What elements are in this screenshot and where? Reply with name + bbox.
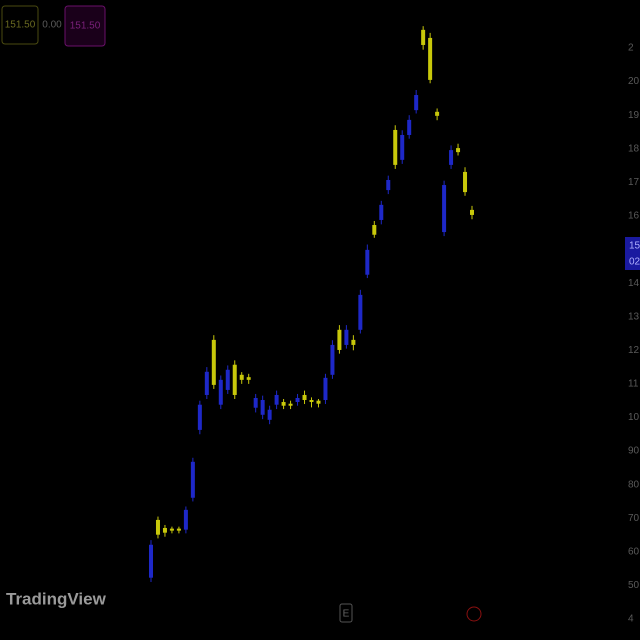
- legend-box: [64, 5, 106, 47]
- y-tick-label: 4: [628, 614, 634, 625]
- event-icon[interactable]: [466, 606, 482, 622]
- y-tick-label: 19: [628, 110, 640, 121]
- legend-value: 0.00: [42, 20, 62, 31]
- logo: TradingView: [6, 589, 107, 608]
- y-tick-label: 70: [628, 513, 640, 524]
- y-tick-label: 12: [628, 345, 640, 356]
- y-tick-label: 16: [628, 211, 640, 222]
- price-tag: [625, 237, 640, 270]
- y-tick-label: 2: [628, 43, 634, 54]
- y-tick-label: 14: [628, 278, 640, 289]
- event-box[interactable]: [339, 603, 353, 623]
- price-tag-text: 15: [629, 241, 640, 252]
- y-tick-label: 17: [628, 177, 640, 188]
- price-tag-text: 02: [629, 257, 640, 268]
- y-tick-label: 18: [628, 143, 640, 154]
- y-tick-label: 10: [628, 412, 640, 423]
- legend-value: 151.50: [70, 21, 101, 32]
- y-tick-label: 11: [628, 379, 639, 390]
- legend-box: [1, 5, 39, 45]
- legend-value: 151.50: [5, 20, 36, 31]
- y-tick-label: 60: [628, 546, 640, 557]
- y-tick-label: 90: [628, 446, 640, 457]
- event-marker[interactable]: E: [343, 609, 350, 620]
- y-tick-label: 50: [628, 580, 640, 591]
- y-tick-label: 20: [628, 76, 640, 87]
- y-tick-label: 13: [628, 311, 640, 322]
- y-tick-label: 80: [628, 479, 640, 490]
